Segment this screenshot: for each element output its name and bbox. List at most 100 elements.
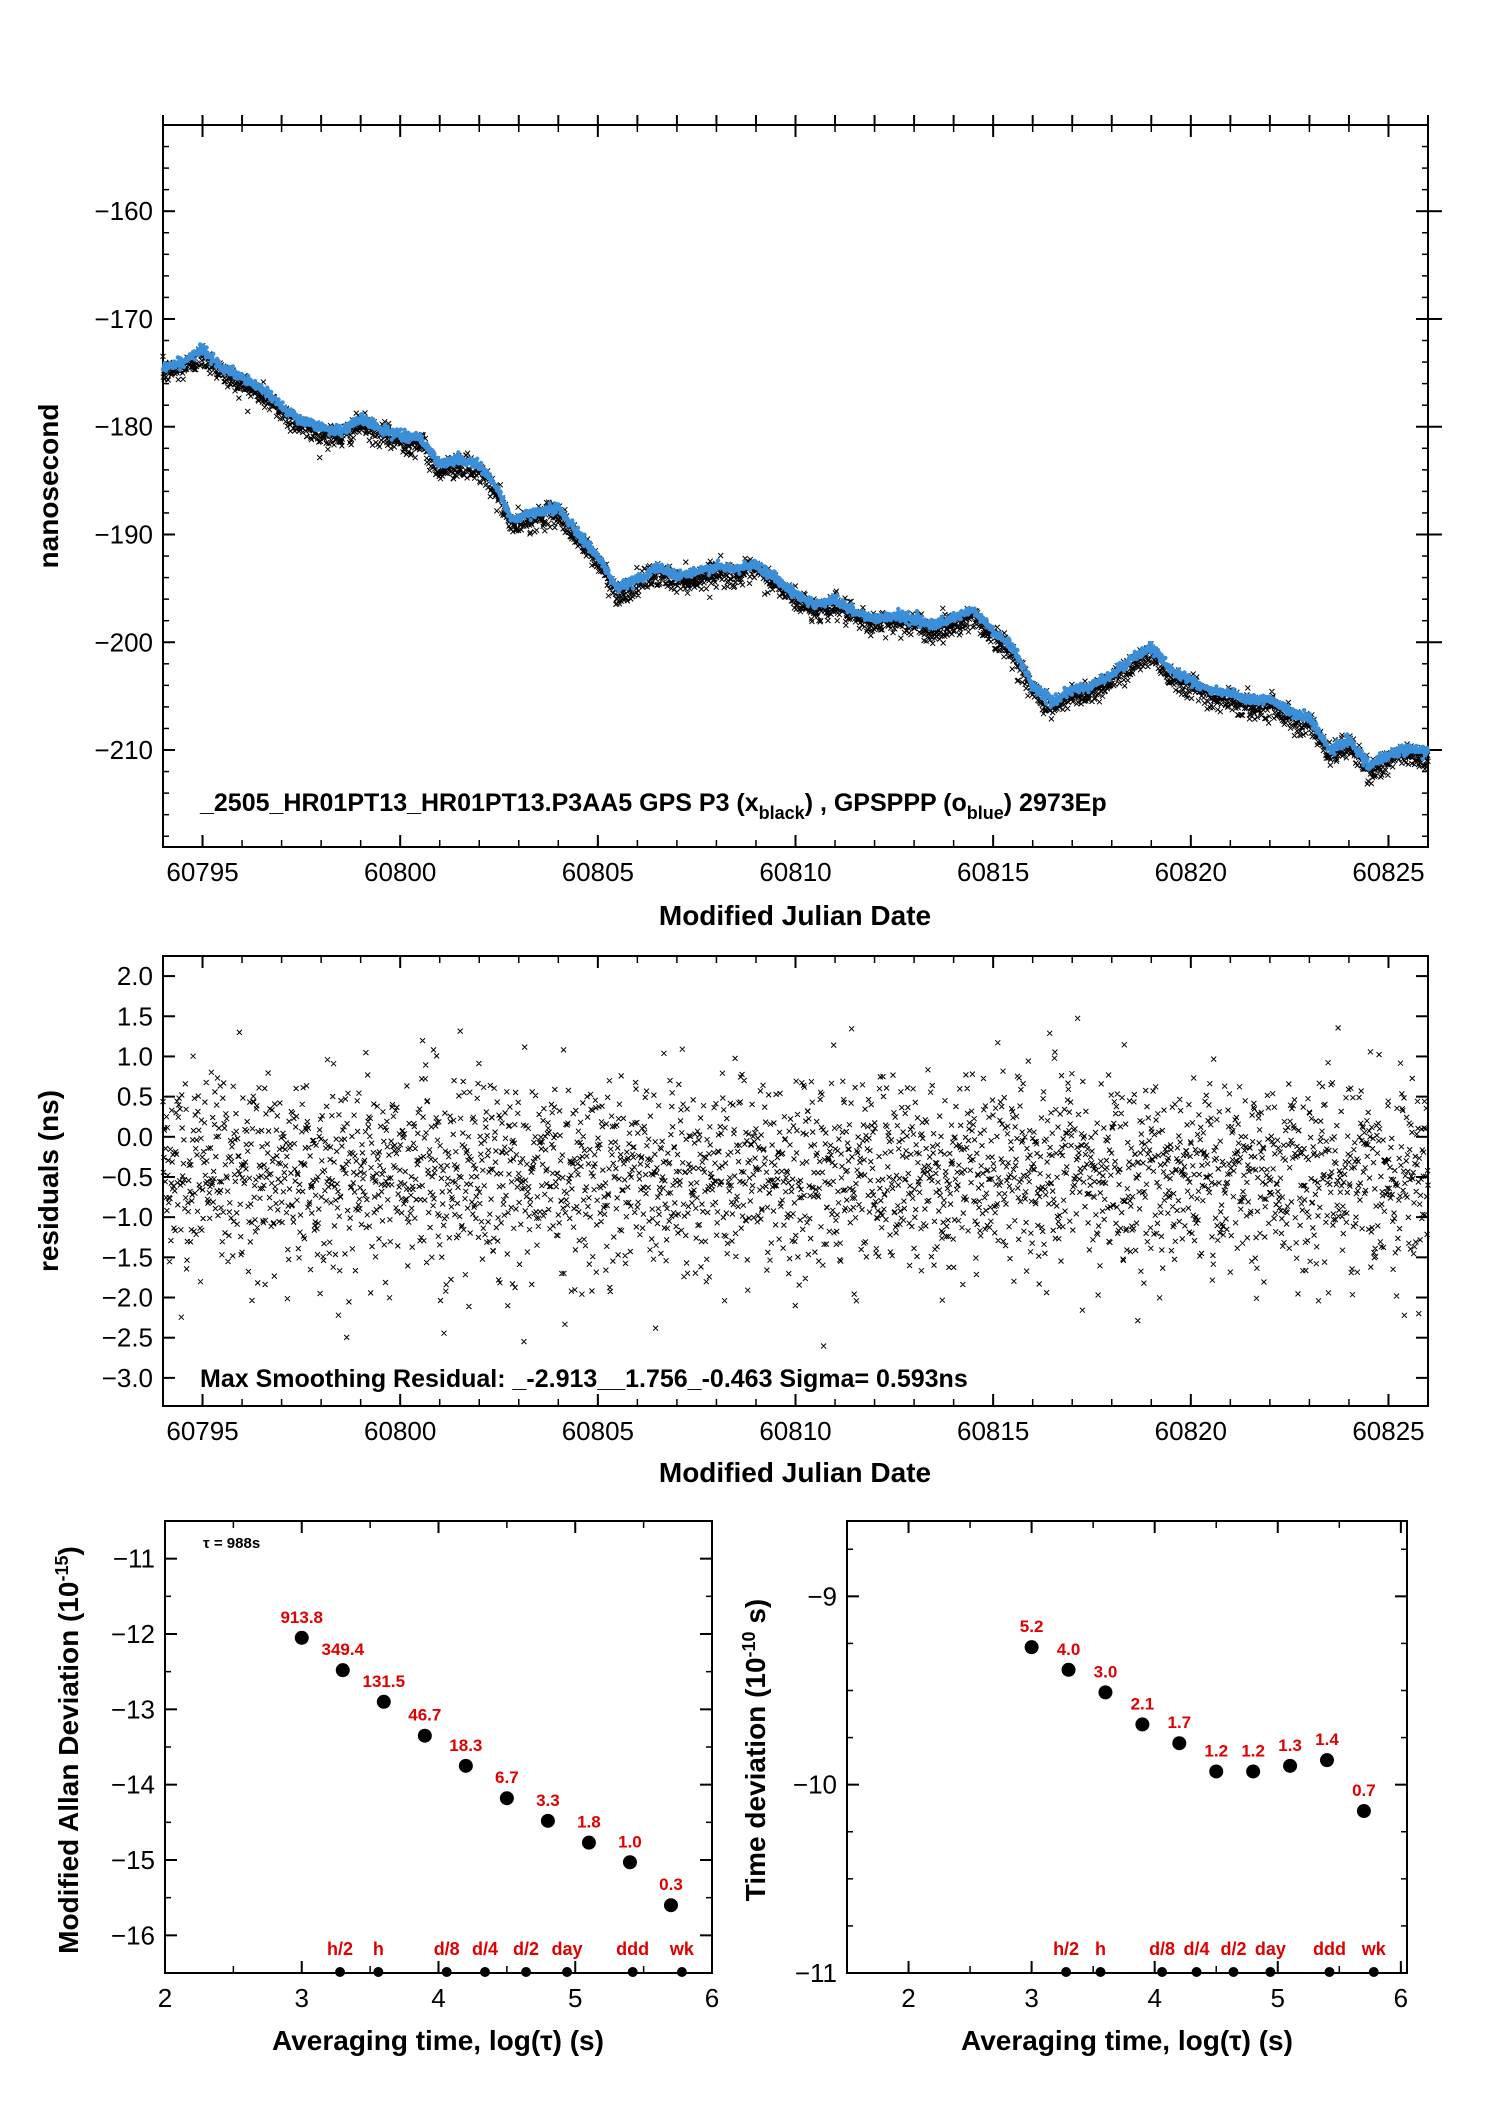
deviation-point	[1283, 1758, 1298, 1773]
interval-marker-label: d/8	[1149, 1939, 1175, 1959]
y-tick-label: −200	[94, 627, 153, 657]
x-tick-label: 60810	[759, 1416, 831, 1446]
time-series-caption: _2505_HR01PT13_HR01PT13.P3AA5 GPS P3 (xb…	[199, 789, 1107, 823]
deviation-point	[499, 1791, 514, 1806]
deviation-point-label: 3.0	[1094, 1662, 1118, 1681]
interval-marker	[521, 1967, 532, 1977]
deviation-point-label: 913.8	[280, 1608, 323, 1627]
allan-axes: 2 3 4 5 6 −11 −12 −13 −14 −15 −16	[111, 1520, 719, 2013]
interval-marker-label: d/4	[1184, 1939, 1210, 1959]
deviation-point	[1172, 1736, 1187, 1751]
y-tick-label: −16	[111, 1920, 155, 1950]
interval-marker-label: h	[373, 1939, 384, 1959]
y-tick-label: −190	[94, 519, 153, 549]
interval-marker	[335, 1967, 346, 1977]
deviation-point	[1061, 1662, 1076, 1677]
deviation-point	[663, 1898, 678, 1913]
deviation-point	[1135, 1717, 1150, 1732]
deviation-point-label: 0.3	[659, 1875, 683, 1894]
interval-marker	[373, 1967, 384, 1977]
deviation-point-label: 5.2	[1020, 1617, 1044, 1636]
tau-note: τ = 988s	[203, 1535, 260, 1552]
time-series-y-label: nanosecond	[33, 404, 64, 569]
x-tick-label: 60805	[562, 1416, 634, 1446]
residuals-plot-area	[162, 955, 1429, 1407]
interval-marker-label: ddd	[616, 1939, 649, 1959]
deviation-point	[540, 1813, 555, 1828]
deviation-point-label: 1.0	[618, 1832, 642, 1851]
y-tick-label: −170	[94, 304, 153, 334]
deviation-point-label: 6.7	[495, 1768, 519, 1787]
interval-marker-label: wk	[1361, 1939, 1387, 1959]
residuals-y-label: residuals (ns)	[33, 1090, 64, 1272]
interval-marker	[1265, 1967, 1276, 1977]
x-tick-label: 6	[705, 1983, 719, 2013]
x-tick-label: 6	[1394, 1983, 1408, 2013]
time-series-panel: 60795 60800 60805 60810 60815 60820 60825 −160 −…	[33, 115, 1442, 931]
x-tick-label: 60825	[1352, 1416, 1424, 1446]
x-tick-label: 60815	[957, 857, 1029, 887]
x-tick-label: 60825	[1352, 857, 1424, 887]
y-tick-label: −15	[111, 1845, 155, 1875]
interval-marker-label: h/2	[1053, 1939, 1079, 1959]
x-tick-label: 3	[295, 1983, 309, 2013]
y-tick-label: −9	[807, 1581, 837, 1611]
y-tick-label: −2.5	[102, 1323, 153, 1353]
deviation-point-label: 349.4	[322, 1640, 365, 1659]
deviation-point	[1209, 1764, 1224, 1779]
residual-points	[160, 1015, 1431, 1349]
deviation-point	[376, 1694, 391, 1709]
interval-marker-label: d/2	[1220, 1939, 1246, 1959]
tdev-marks: 5.2 4.0 3.0 2.1 1.7 1.2 1.2 1.3 1.4 0.7 h/2 h d/8 d/4…	[1020, 1617, 1387, 1977]
time-deviation-panel: 2 3 4 5 6 −9 −10 −11 5.2 4.0 3.0 2.1 1.7 1.2 1.2 1.3 1.…	[739, 1520, 1408, 2056]
y-tick-label: −180	[94, 412, 153, 442]
x-tick-label: 4	[1147, 1983, 1161, 2013]
interval-marker	[479, 1967, 490, 1977]
deviation-point-label: 18.3	[449, 1736, 482, 1755]
interval-marker-label: h/2	[327, 1939, 353, 1959]
interval-marker-label: ddd	[1313, 1939, 1346, 1959]
deviation-point	[294, 1630, 309, 1645]
x-tick-label: 60800	[364, 1416, 436, 1446]
x-tick-label: 5	[1271, 1983, 1285, 2013]
deviation-point	[417, 1728, 432, 1743]
allan-plot-area	[164, 1520, 713, 1974]
x-tick-label: 60795	[166, 857, 238, 887]
x-tick-label: 2	[158, 1983, 172, 2013]
y-tick-label: −11	[113, 1544, 155, 1574]
y-tick-label: −160	[94, 196, 153, 226]
y-tick-label: −2.0	[102, 1283, 153, 1313]
deviation-point-label: 1.7	[1167, 1713, 1191, 1732]
interval-marker	[1095, 1967, 1106, 1977]
y-tick-label: −1.5	[102, 1242, 153, 1272]
x-tick-label: 60815	[957, 1416, 1029, 1446]
interval-marker	[1157, 1967, 1168, 1977]
interval-marker-label: day	[552, 1939, 583, 1959]
tdev-x-label: Averaging time, log(τ) (s)	[961, 2025, 1293, 2056]
x-tick-label: 4	[431, 1983, 445, 2013]
deviation-point-label: 1.2	[1241, 1741, 1265, 1760]
y-tick-label: 2.0	[117, 961, 153, 991]
interval-marker-label: h	[1095, 1939, 1106, 1959]
interval-marker	[1228, 1967, 1239, 1977]
deviation-point-label: 3.3	[536, 1791, 560, 1810]
interval-marker-label: d/4	[472, 1939, 498, 1959]
x-tick-label: 60820	[1155, 857, 1227, 887]
y-tick-label: 0.0	[117, 1122, 153, 1152]
time-series-plot-area	[162, 124, 1429, 848]
tdev-axes: 2 3 4 5 6 −9 −10 −11	[793, 1521, 1408, 2013]
x-tick-label: 2	[901, 1983, 915, 2013]
x-tick-label: 5	[568, 1983, 582, 2013]
y-tick-label: 1.0	[117, 1041, 153, 1071]
interval-marker	[676, 1967, 687, 1977]
interval-marker	[1368, 1967, 1379, 1977]
allan-deviation-panel: 2 3 4 5 6 −11 −12 −13 −14 −15 −16 913.8 349.4 131.54…	[52, 1520, 719, 2056]
residuals-axes: 60795 60800 60805 60810 60815 60820 60825 2.0 1.…	[102, 956, 1429, 1446]
y-tick-label: −0.5	[102, 1162, 153, 1192]
interval-marker-label: day	[1255, 1939, 1286, 1959]
black-series-points	[160, 342, 1431, 787]
y-tick-label: 1.5	[117, 1001, 153, 1031]
deviation-point	[1320, 1753, 1334, 1768]
x-tick-label: 3	[1024, 1983, 1038, 2013]
